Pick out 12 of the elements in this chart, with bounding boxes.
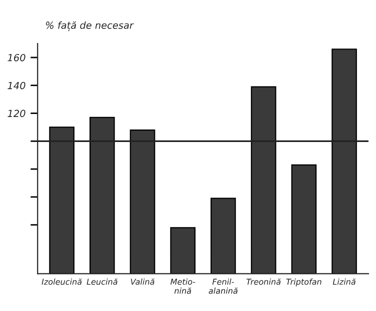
y-axis-title: % față de necesar xyxy=(46,21,134,32)
y-tick-label: 140 xyxy=(8,82,26,90)
x-tick-label: Leucină xyxy=(86,278,118,285)
x-tick-label: Metio- nină xyxy=(170,278,196,294)
x-tick-label: Valină xyxy=(130,278,154,285)
x-tick-label: Fenil- alanină xyxy=(208,278,238,294)
x-tick-label: Treonină xyxy=(246,278,281,285)
y-tick-label: 120 xyxy=(8,110,26,118)
x-tick-label: Triptofan xyxy=(286,278,322,286)
y-tick-label: 160 xyxy=(8,54,26,62)
x-tick-label: Lizină xyxy=(332,278,356,285)
x-tick-label: Izoleucină xyxy=(42,278,82,285)
